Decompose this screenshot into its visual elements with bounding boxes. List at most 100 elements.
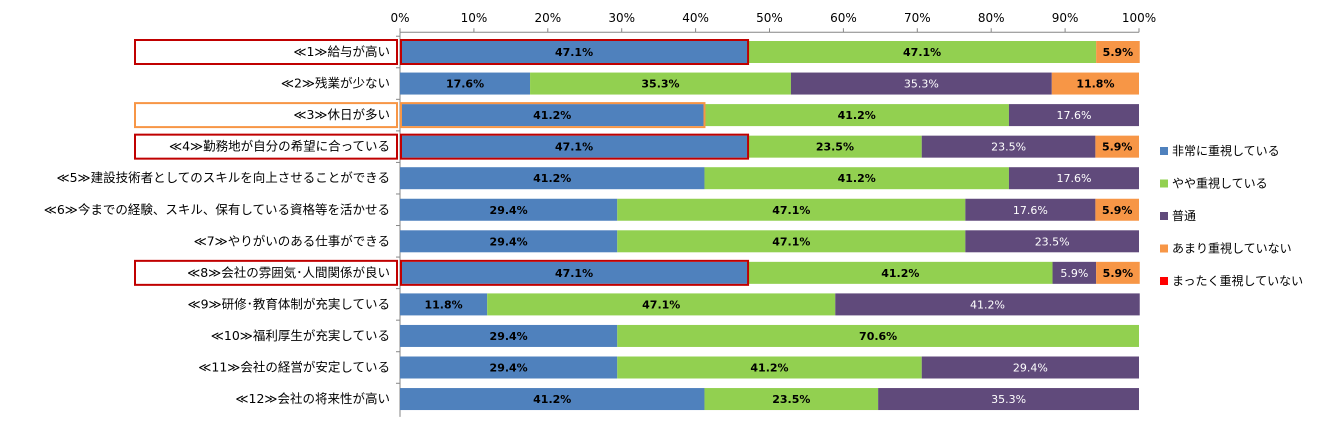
bar-segment xyxy=(400,198,618,221)
legend-swatch xyxy=(1160,244,1168,253)
data-label: 47.1% xyxy=(903,46,941,59)
data-label: 41.2% xyxy=(533,172,571,185)
legend-swatch xyxy=(1160,212,1168,220)
bar-segment xyxy=(400,167,705,190)
bar-segment xyxy=(1095,135,1139,158)
bar-segment xyxy=(400,388,705,411)
bar-segment xyxy=(400,104,705,127)
bar-segment xyxy=(1096,41,1140,63)
legend-swatch xyxy=(1160,277,1168,285)
data-label: 47.1% xyxy=(555,267,593,280)
legend-swatch xyxy=(1160,179,1168,188)
data-label: 11.8% xyxy=(425,298,463,311)
highlight-label-box xyxy=(134,259,398,286)
bar-segment xyxy=(617,230,966,253)
bar-segment xyxy=(965,198,1096,221)
data-label: 35.3% xyxy=(904,78,939,91)
bar-segment xyxy=(400,261,749,284)
data-label: 5.9% xyxy=(1102,204,1133,217)
data-label: 17.6% xyxy=(1013,204,1048,217)
data-label: 23.5% xyxy=(816,141,854,154)
data-label: 47.1% xyxy=(772,235,810,248)
x-tick-label: 70% xyxy=(904,11,931,25)
bar-segment xyxy=(748,41,1097,63)
data-label: 17.6% xyxy=(446,78,484,91)
data-label: 47.1% xyxy=(642,298,680,311)
bar-segment xyxy=(1095,198,1139,221)
bar-segment xyxy=(704,104,1009,127)
bar-segment xyxy=(400,72,531,95)
data-label: 29.4% xyxy=(490,235,528,248)
legend-label: やや重視している xyxy=(1172,176,1268,191)
highlight-bar-box xyxy=(400,102,706,129)
legend-label: 非常に重視している xyxy=(1172,143,1280,158)
bar-segment xyxy=(617,356,922,379)
data-label: 41.2% xyxy=(533,109,571,122)
category-label: ≪1≫給与が高い xyxy=(293,44,390,59)
data-label: 47.1% xyxy=(555,141,593,154)
bar-segment xyxy=(530,72,791,95)
bar-segment xyxy=(748,135,922,158)
data-label: 70.6% xyxy=(859,330,897,343)
data-label: 47.1% xyxy=(555,46,593,59)
category-label: ≪2≫残業が少ない xyxy=(281,76,390,91)
x-tick-label: 100% xyxy=(1122,11,1156,25)
data-label: 29.4% xyxy=(490,204,528,217)
bar-segment xyxy=(790,72,1052,95)
data-label: 35.3% xyxy=(641,78,679,91)
data-label: 29.4% xyxy=(490,330,528,343)
legend-label: 普通 xyxy=(1172,209,1196,223)
bar-segment xyxy=(400,324,618,347)
bar-segment xyxy=(1051,72,1139,95)
bar-segment xyxy=(1008,104,1139,127)
data-label: 41.2% xyxy=(750,362,788,375)
data-label: 41.2% xyxy=(881,267,919,280)
data-label: 41.2% xyxy=(838,109,876,122)
bar-segment xyxy=(1008,167,1139,190)
category-label: ≪3≫休日が多い xyxy=(293,107,390,122)
data-label: 17.6% xyxy=(1056,172,1091,185)
bar-segment xyxy=(704,388,879,411)
x-tick-label: 10% xyxy=(461,11,488,25)
bar-segment xyxy=(835,293,1140,316)
legend-swatch xyxy=(1160,147,1168,155)
category-label: ≪11≫会社の経営が安定している xyxy=(198,360,390,375)
data-label: 5.9% xyxy=(1060,267,1088,280)
bar-segment xyxy=(400,230,618,253)
category-label: ≪7≫やりがいのある仕事ができる xyxy=(194,233,390,248)
bar-segment xyxy=(487,293,836,316)
highlight-label-box xyxy=(134,102,398,129)
data-label: 29.4% xyxy=(1013,362,1048,375)
highlight-bar-box xyxy=(400,133,750,160)
category-label: ≪9≫研修･教育体制が充実している xyxy=(187,296,390,311)
bar-segment xyxy=(617,324,1139,347)
x-tick-label: 40% xyxy=(682,11,709,25)
bar-segment xyxy=(921,135,1096,158)
highlight-label-box xyxy=(134,133,398,160)
data-label: 35.3% xyxy=(991,393,1026,406)
x-tick-label: 50% xyxy=(756,11,783,25)
data-label: 41.2% xyxy=(970,298,1005,311)
category-label: ≪12≫会社の将来性が高い xyxy=(235,391,390,406)
data-label: 41.2% xyxy=(533,393,571,406)
x-tick-label: 80% xyxy=(978,11,1005,25)
data-label: 29.4% xyxy=(490,362,528,375)
bar-segment xyxy=(965,230,1139,253)
highlight-bar-box xyxy=(400,39,750,65)
data-label: 41.2% xyxy=(838,172,876,185)
bar-segment xyxy=(878,388,1139,411)
data-label: 23.5% xyxy=(991,141,1026,154)
bar-segment xyxy=(921,356,1139,379)
bar-segment xyxy=(704,167,1009,190)
category-label: ≪10≫福利厚生が充実している xyxy=(211,328,390,343)
x-tick-label: 90% xyxy=(1052,11,1079,25)
legend-label: まったく重視していない xyxy=(1172,273,1303,288)
bar-segment xyxy=(1052,261,1097,284)
data-label: 5.9% xyxy=(1103,267,1134,280)
data-label: 17.6% xyxy=(1056,109,1091,122)
x-tick-label: 30% xyxy=(608,11,635,25)
data-label: 47.1% xyxy=(772,204,810,217)
legend-label: あまり重視していない xyxy=(1172,241,1292,256)
